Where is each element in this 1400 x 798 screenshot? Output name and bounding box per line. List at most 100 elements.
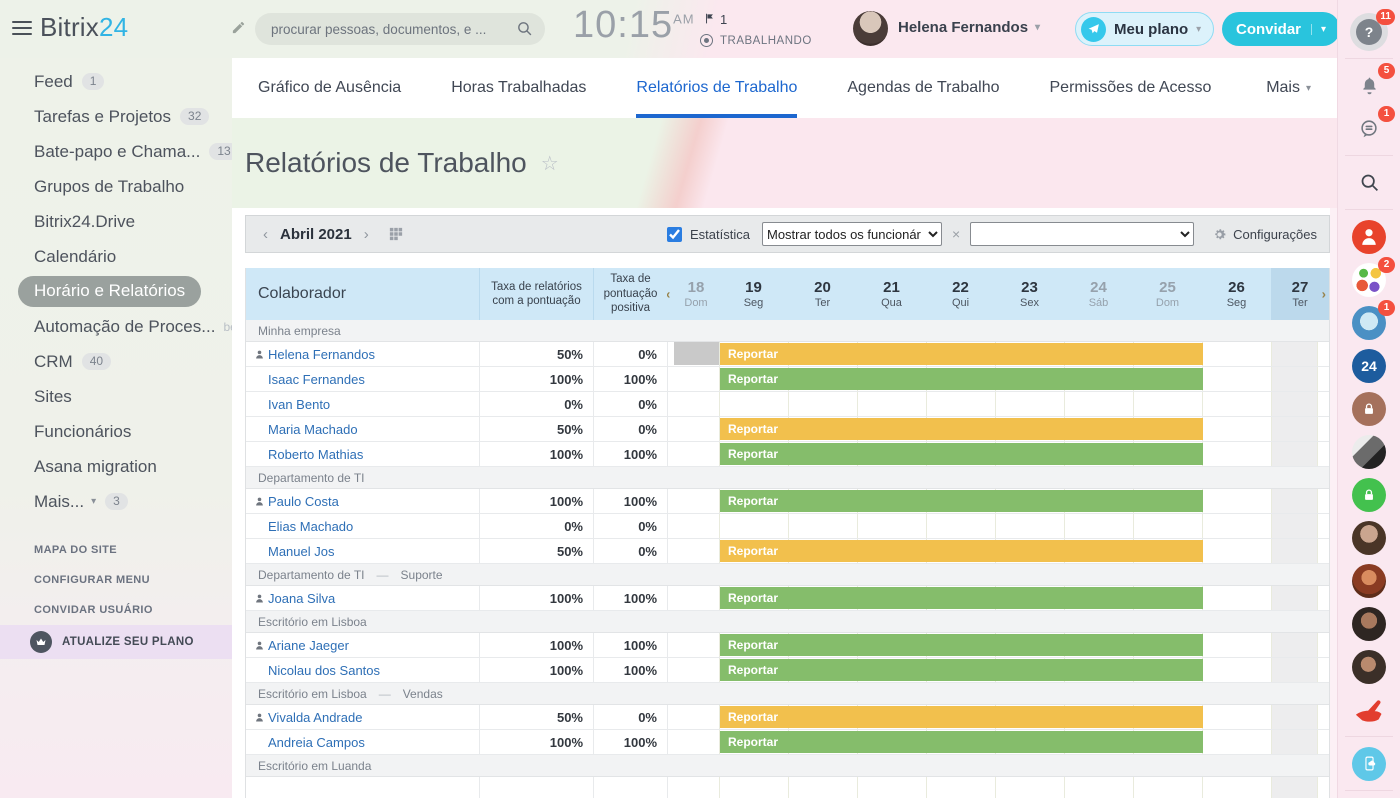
user-avatar-icon[interactable] bbox=[1350, 433, 1388, 471]
statistics-checkbox[interactable] bbox=[667, 226, 683, 242]
sidebar-item-feed[interactable]: Feed 1 bbox=[0, 64, 232, 99]
user-avatar-icon[interactable] bbox=[1350, 519, 1388, 557]
calendar-grid-icon[interactable] bbox=[389, 227, 403, 241]
report-bar[interactable]: Reportar bbox=[720, 540, 1203, 562]
employee-row: Nicolau dos Santos 100% 100% Reportar bbox=[246, 658, 1329, 683]
help-icon[interactable]: ? 11 bbox=[1350, 8, 1395, 51]
user-menu[interactable]: Helena Fernandos ▾ bbox=[898, 19, 1040, 36]
settings-button[interactable]: Configurações bbox=[1212, 227, 1317, 242]
sidebar-item-tasks[interactable]: Tarefas e Projetos 32 bbox=[0, 99, 232, 134]
sidebar-item-drive[interactable]: Bitrix24.Drive bbox=[0, 204, 232, 239]
sidebar-item-employees[interactable]: Funcionários bbox=[0, 414, 232, 449]
bitrix24-badge-icon[interactable]: 24 bbox=[1350, 347, 1388, 385]
edit-pencil-icon[interactable] bbox=[231, 20, 246, 40]
stickers-avatar-icon[interactable]: 2 bbox=[1350, 256, 1395, 299]
day-number: 23 bbox=[1021, 279, 1038, 296]
report-bar[interactable]: Reportar bbox=[720, 731, 1203, 753]
sidebar-link-sitemap[interactable]: MAPA DO SITE bbox=[34, 544, 118, 556]
work-clock: 10:15AM bbox=[573, 4, 695, 46]
report-bar[interactable]: Reportar bbox=[720, 490, 1203, 512]
invite-button[interactable]: Convidar ▾ bbox=[1222, 12, 1341, 46]
day-weekday: Dom bbox=[1155, 297, 1180, 309]
sidebar-link-invite-user[interactable]: CONVIDAR USUÁRIO bbox=[34, 604, 153, 616]
workday-status-button[interactable]: TRABALHANDO bbox=[700, 34, 812, 47]
employee-name-link[interactable]: Vivalda Andrade bbox=[268, 709, 363, 725]
tab-work-reports[interactable]: Relatórios de Trabalho bbox=[636, 58, 797, 118]
employee-name-link[interactable]: Maria Machado bbox=[268, 421, 358, 437]
hamburger-menu-icon[interactable] bbox=[12, 21, 32, 39]
day-column-header: 27 Ter bbox=[1271, 268, 1329, 320]
messenger-chat-icon[interactable]: 1 bbox=[1350, 105, 1395, 148]
employee-name-link[interactable]: Paulo Costa bbox=[268, 493, 339, 509]
sidebar-item-more[interactable]: Mais... ▾ 3 bbox=[0, 484, 232, 519]
scroll-left-icon[interactable]: ‹ bbox=[667, 287, 670, 302]
reports-panel: ‹ Abril 2021 › Estatística Mostrar todos… bbox=[245, 215, 1330, 798]
employee-name-link[interactable]: Joana Silva bbox=[268, 590, 336, 606]
sidebar-item-time-reports[interactable]: Horário e Relatórios bbox=[0, 274, 232, 309]
lock-icon[interactable] bbox=[1350, 390, 1388, 428]
tab-access-permissions[interactable]: Permissões de Acesso bbox=[1050, 58, 1212, 118]
report-bar[interactable]: Reportar bbox=[720, 587, 1203, 609]
report-bar[interactable]: Reportar bbox=[720, 659, 1203, 681]
search-icon[interactable] bbox=[1350, 164, 1388, 202]
month-label[interactable]: Abril 2021 bbox=[280, 225, 352, 243]
sidebar-item-workgroups[interactable]: Grupos de Trabalho bbox=[0, 169, 232, 204]
day-weekday: Qui bbox=[951, 297, 970, 309]
report-bar[interactable]: Reportar bbox=[720, 706, 1203, 728]
employee-name-link[interactable]: Andreia Campos bbox=[268, 734, 365, 750]
notifications-bell-icon[interactable]: 5 bbox=[1350, 62, 1395, 105]
tab-work-schedules[interactable]: Agendas de Trabalho bbox=[847, 58, 999, 118]
tab-worked-hours[interactable]: Horas Trabalhadas bbox=[451, 58, 586, 118]
employee-name-link[interactable]: Ivan Bento bbox=[268, 396, 331, 412]
hand-glove-icon[interactable] bbox=[1350, 691, 1388, 729]
employee-filter-select[interactable]: Mostrar todos os funcionár bbox=[761, 222, 942, 246]
employee-name-link[interactable]: Ariane Jaeger bbox=[268, 637, 349, 653]
next-month-button[interactable]: › bbox=[363, 225, 369, 243]
user-avatar-icon[interactable] bbox=[1350, 648, 1388, 686]
employee-name-link[interactable]: Roberto Mathias bbox=[268, 446, 364, 462]
employee-row: Elias Machado 0% 0% bbox=[246, 514, 1329, 539]
report-bar[interactable]: Reportar bbox=[720, 418, 1203, 440]
scroll-right-icon[interactable]: › bbox=[1321, 286, 1326, 302]
prev-month-button[interactable]: ‹ bbox=[263, 225, 268, 243]
search-input[interactable] bbox=[255, 13, 545, 45]
day-cell bbox=[1203, 442, 1272, 466]
user-avatar[interactable] bbox=[853, 11, 888, 46]
tab-absence-chart[interactable]: Gráfico de Ausência bbox=[258, 58, 401, 118]
report-bar[interactable]: Reportar bbox=[720, 343, 1203, 365]
report-bar[interactable]: Reportar bbox=[720, 634, 1203, 656]
favorite-star-icon[interactable]: ☆ bbox=[540, 152, 559, 175]
sidebar-item-sites[interactable]: Sites bbox=[0, 379, 232, 414]
employee-name-link[interactable]: Nicolau dos Santos bbox=[268, 662, 381, 678]
report-bar[interactable]: Reportar bbox=[720, 368, 1203, 390]
sidebar-item-crm[interactable]: CRM 40 bbox=[0, 344, 232, 379]
employee-name-link[interactable]: Elias Machado bbox=[268, 518, 354, 534]
employee-person-icon[interactable] bbox=[1350, 218, 1388, 256]
search-icon[interactable] bbox=[516, 20, 533, 42]
day-column-header: 26 Seg bbox=[1202, 268, 1271, 320]
employee-name-link[interactable]: Isaac Fernandes bbox=[268, 371, 365, 387]
my-plan-button[interactable]: Meu plano ▾ bbox=[1075, 12, 1215, 46]
user-avatar-icon[interactable]: 1 bbox=[1350, 299, 1395, 342]
flag-counter[interactable]: 1 bbox=[704, 12, 727, 27]
employee-name-link[interactable]: Helena Fernandos bbox=[268, 346, 375, 362]
day-cell bbox=[1065, 777, 1134, 798]
sidebar-item-chat[interactable]: Bate-papo e Chama... 13 bbox=[0, 134, 239, 169]
employee-name-link[interactable]: Manuel Jos bbox=[268, 543, 335, 559]
clear-filter-icon[interactable]: × bbox=[951, 226, 961, 242]
employee-name-cell: Maria Machado bbox=[246, 417, 479, 441]
sidebar-link-configure-menu[interactable]: CONFIGURAR MENU bbox=[34, 574, 150, 586]
user-avatar-icon[interactable] bbox=[1350, 562, 1388, 600]
sidebar-item-automation[interactable]: Automação de Proces...beta bbox=[0, 309, 247, 344]
mobile-app-icon[interactable] bbox=[1350, 745, 1388, 783]
tab-more[interactable]: Mais ▾ bbox=[1266, 58, 1311, 118]
sidebar-item-calendar[interactable]: Calendário bbox=[0, 239, 232, 274]
user-avatar-icon[interactable] bbox=[1350, 605, 1388, 643]
secondary-filter-select[interactable] bbox=[970, 222, 1195, 246]
employee-name-cell: Paulo Costa bbox=[246, 489, 479, 513]
upgrade-plan-button[interactable]: ATUALIZE SEU PLANO bbox=[0, 625, 232, 659]
report-bar[interactable]: Reportar bbox=[720, 443, 1203, 465]
sidebar-item-asana[interactable]: Asana migration bbox=[0, 449, 232, 484]
day-cell bbox=[1203, 777, 1272, 798]
lock-icon[interactable] bbox=[1350, 476, 1388, 514]
